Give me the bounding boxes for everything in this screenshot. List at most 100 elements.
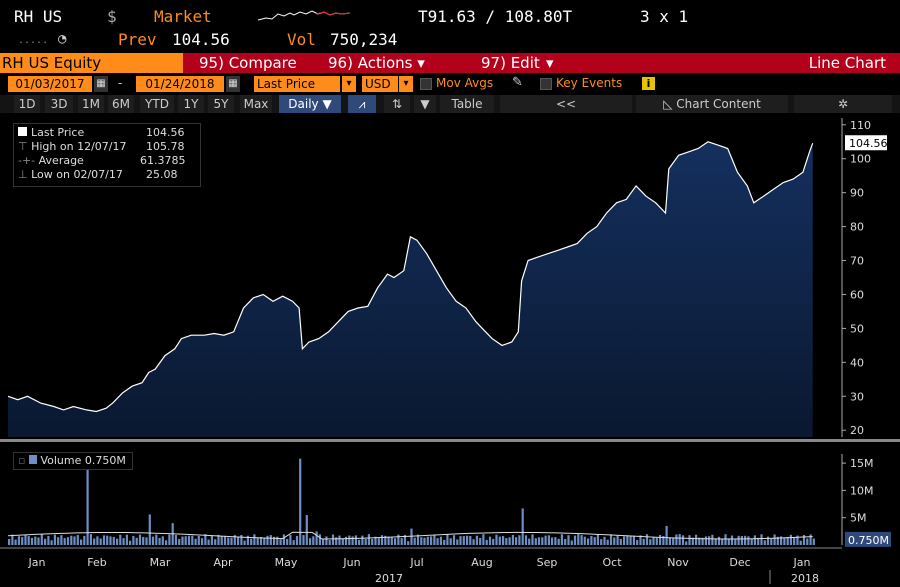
volume-bar xyxy=(554,537,557,545)
volume-bar xyxy=(214,539,217,545)
volume-bar xyxy=(269,535,272,545)
volume-bar xyxy=(488,536,492,545)
period-1m[interactable]: 1M xyxy=(78,95,104,113)
period-3d[interactable]: 3D xyxy=(45,95,73,113)
line-chart-icon[interactable]: ⩘ xyxy=(348,95,376,113)
start-date-input[interactable]: 01/03/2017 xyxy=(8,76,92,92)
table-button[interactable]: Table xyxy=(440,95,494,113)
volume-bar xyxy=(364,539,367,545)
volume-bar xyxy=(626,535,629,545)
volume-bar xyxy=(305,515,308,545)
gauge-icon: ◔ xyxy=(58,31,67,47)
volume-bar xyxy=(253,534,256,545)
frequency-label: Daily xyxy=(288,97,319,111)
period-1y[interactable]: 1Y xyxy=(178,95,204,113)
volume-bar xyxy=(423,537,426,545)
volume-bar xyxy=(573,535,577,545)
settings-gear-icon[interactable]: ✲ xyxy=(794,95,892,113)
field-dropdown-icon[interactable]: ▾ xyxy=(342,76,356,92)
grid-size[interactable]: 3 x 1 xyxy=(640,7,689,26)
currency-select[interactable]: USD xyxy=(362,76,398,92)
volume-bar xyxy=(655,537,658,545)
field-select[interactable]: Last Price xyxy=(254,76,340,92)
volume-bar xyxy=(116,538,119,545)
vol-value: 750,234 xyxy=(330,30,398,49)
volume-bar xyxy=(659,535,662,545)
end-calendar-icon[interactable]: ▦ xyxy=(226,76,240,92)
volume-bar xyxy=(21,537,24,545)
mov-avgs-checkbox[interactable] xyxy=(420,78,432,90)
end-date-input[interactable]: 01/24/2018 xyxy=(136,76,224,92)
volume-bar xyxy=(580,535,583,545)
volume-bar xyxy=(47,536,50,545)
volume-bar xyxy=(780,536,783,545)
period-5y[interactable]: 5Y xyxy=(208,95,234,113)
period-1d[interactable]: 1D xyxy=(14,95,40,113)
volume-bar xyxy=(112,536,115,545)
legend-low-row: ⊥ Low on 02/07/17 xyxy=(18,168,123,181)
month-label: Jul xyxy=(409,556,423,569)
currency-dropdown-icon[interactable]: ▾ xyxy=(399,76,413,92)
volume-bar xyxy=(302,535,305,545)
info-icon[interactable]: i xyxy=(642,77,655,90)
edit-chevron-icon[interactable]: ▾ xyxy=(546,54,554,72)
pen-icon[interactable]: ✎ xyxy=(512,75,523,90)
volume-toggle-icon[interactable]: ▫ xyxy=(18,454,26,467)
price-tick-label: 60 xyxy=(850,288,864,301)
volume-bar xyxy=(783,538,786,545)
volume-bar xyxy=(158,538,161,545)
key-events-label: Key Events xyxy=(556,76,623,90)
actions-button[interactable]: 96) Actions ▾ xyxy=(328,53,425,73)
ticker-symbol[interactable]: RH US xyxy=(14,7,63,26)
collapse-button[interactable]: << xyxy=(500,95,632,113)
volume-bar xyxy=(335,537,338,545)
key-events-checkbox[interactable] xyxy=(540,78,552,90)
volume-bar xyxy=(449,538,452,545)
volume-bar xyxy=(459,536,462,545)
volume-bar xyxy=(309,538,312,545)
volume-bar xyxy=(714,538,717,545)
compare-button[interactable]: 95) Compare xyxy=(199,54,297,72)
volume-bar xyxy=(282,534,285,545)
volume-bar xyxy=(577,534,580,545)
date-range-dash: - xyxy=(118,76,123,90)
price-tick-label: 50 xyxy=(850,322,864,335)
period-max[interactable]: Max xyxy=(240,95,272,113)
volume-bar xyxy=(325,536,328,545)
period-ytd[interactable]: YTD xyxy=(140,95,174,113)
chart-content-button[interactable]: ◺ Chart Content xyxy=(636,95,788,113)
volume-bar xyxy=(410,528,413,545)
month-label: Apr xyxy=(213,556,233,569)
mov-avgs-label: Mov Avgs xyxy=(436,76,494,90)
volume-bar xyxy=(466,535,469,545)
volume-bar xyxy=(413,537,416,545)
tools-dropdown-icon[interactable]: ▼ xyxy=(414,95,436,113)
frequency-chevron-icon: ▼ xyxy=(322,97,332,111)
volume-bar xyxy=(652,537,655,545)
volume-bar xyxy=(377,538,380,545)
volume-bar xyxy=(806,538,809,545)
volume-bar xyxy=(331,534,335,545)
start-calendar-icon[interactable]: ▦ xyxy=(94,76,108,92)
volume-bar xyxy=(109,536,112,545)
actions-chevron-icon: ▾ xyxy=(417,54,425,72)
volume-bar xyxy=(63,538,66,545)
volume-bar xyxy=(485,539,488,545)
volume-bar xyxy=(446,534,449,545)
sparkline-icon xyxy=(258,10,350,21)
volume-bar xyxy=(102,535,106,545)
last-price-tag-label: 104.56 xyxy=(849,137,888,150)
edit-button[interactable]: 97) Edit xyxy=(481,53,540,73)
volume-bar xyxy=(17,536,20,545)
volume-bar xyxy=(24,535,27,545)
security-field[interactable]: RH US Equity xyxy=(0,53,183,73)
period-6m[interactable]: 6M xyxy=(108,95,134,113)
chart-tools-icon[interactable]: ⇅ xyxy=(384,95,410,113)
volume-bar xyxy=(30,537,34,545)
legend-avg-row: -+- Average xyxy=(18,154,84,167)
volume-bar xyxy=(174,535,177,545)
dots-icon: ..... xyxy=(18,35,49,46)
frequency-select[interactable]: Daily ▼ xyxy=(279,95,341,113)
month-label: Nov xyxy=(667,556,689,569)
